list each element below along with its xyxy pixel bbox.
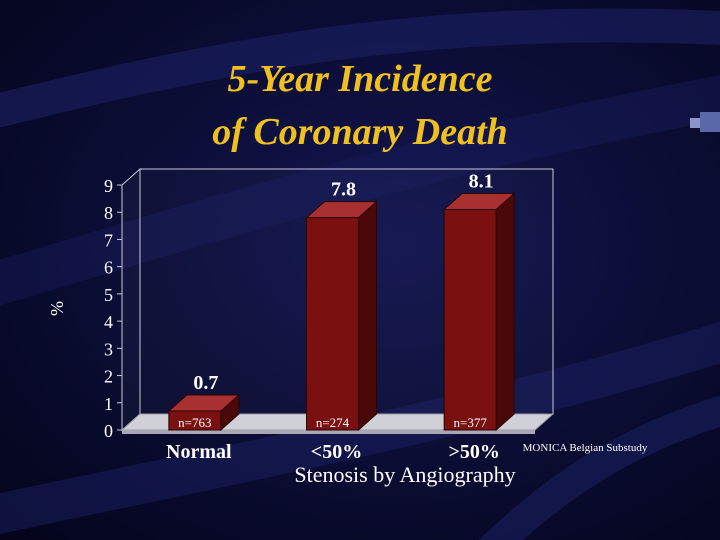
- y-tick-label: 4: [104, 312, 113, 332]
- y-tick-label: 5: [104, 285, 113, 305]
- sample-size-label: n=377: [453, 415, 487, 430]
- source-note: MONICA Belgian Substudy: [522, 442, 648, 454]
- y-tick-label: 2: [104, 367, 113, 387]
- y-tick-label: 3: [104, 339, 113, 359]
- y-tick-label: 8: [104, 203, 113, 223]
- x-axis-ticks: Normal <50% >50%: [166, 441, 500, 463]
- sample-size-label: n=274: [316, 415, 350, 430]
- x-tick-label: <50%: [311, 441, 362, 463]
- chart-title-line1: 5-Year Incidence: [227, 58, 493, 100]
- y-tick-label: 1: [104, 394, 113, 414]
- bar-series: 0.7 n=763 7.8 n=274 8.1 n=377: [167, 171, 516, 432]
- bar-front: [168, 410, 222, 431]
- chart-title-line2: of Coronary Death: [212, 111, 508, 153]
- bar-value-label: 7.8: [331, 179, 356, 201]
- bar-front: [443, 209, 497, 431]
- y-axis-ticks: 0 1 2 3 4 5 6 7 8 9: [104, 176, 122, 441]
- bar-value-label: 0.7: [193, 372, 218, 394]
- y-axis-label: %: [47, 301, 67, 316]
- sample-size-label: n=763: [178, 415, 211, 430]
- bar-3: 8.1 n=377: [442, 171, 516, 432]
- y-tick-label: 6: [104, 258, 113, 278]
- bar-2: 7.8 n=274: [305, 179, 378, 432]
- y-tick-label: 0: [104, 421, 113, 441]
- bar-side: [495, 192, 515, 432]
- x-axis-title: Stenosis by Angiography: [294, 462, 516, 487]
- bar-value-label: 8.1: [469, 171, 494, 193]
- y-tick-label: 7: [104, 230, 113, 250]
- bar-1: 0.7 n=763: [167, 372, 241, 432]
- bar-front: [306, 217, 359, 431]
- y-tick-label: 9: [104, 176, 113, 196]
- bar-side: [358, 200, 377, 432]
- x-tick-label: Normal: [166, 441, 232, 463]
- x-tick-label: >50%: [448, 441, 499, 463]
- corner-decoration-icon: [700, 112, 720, 132]
